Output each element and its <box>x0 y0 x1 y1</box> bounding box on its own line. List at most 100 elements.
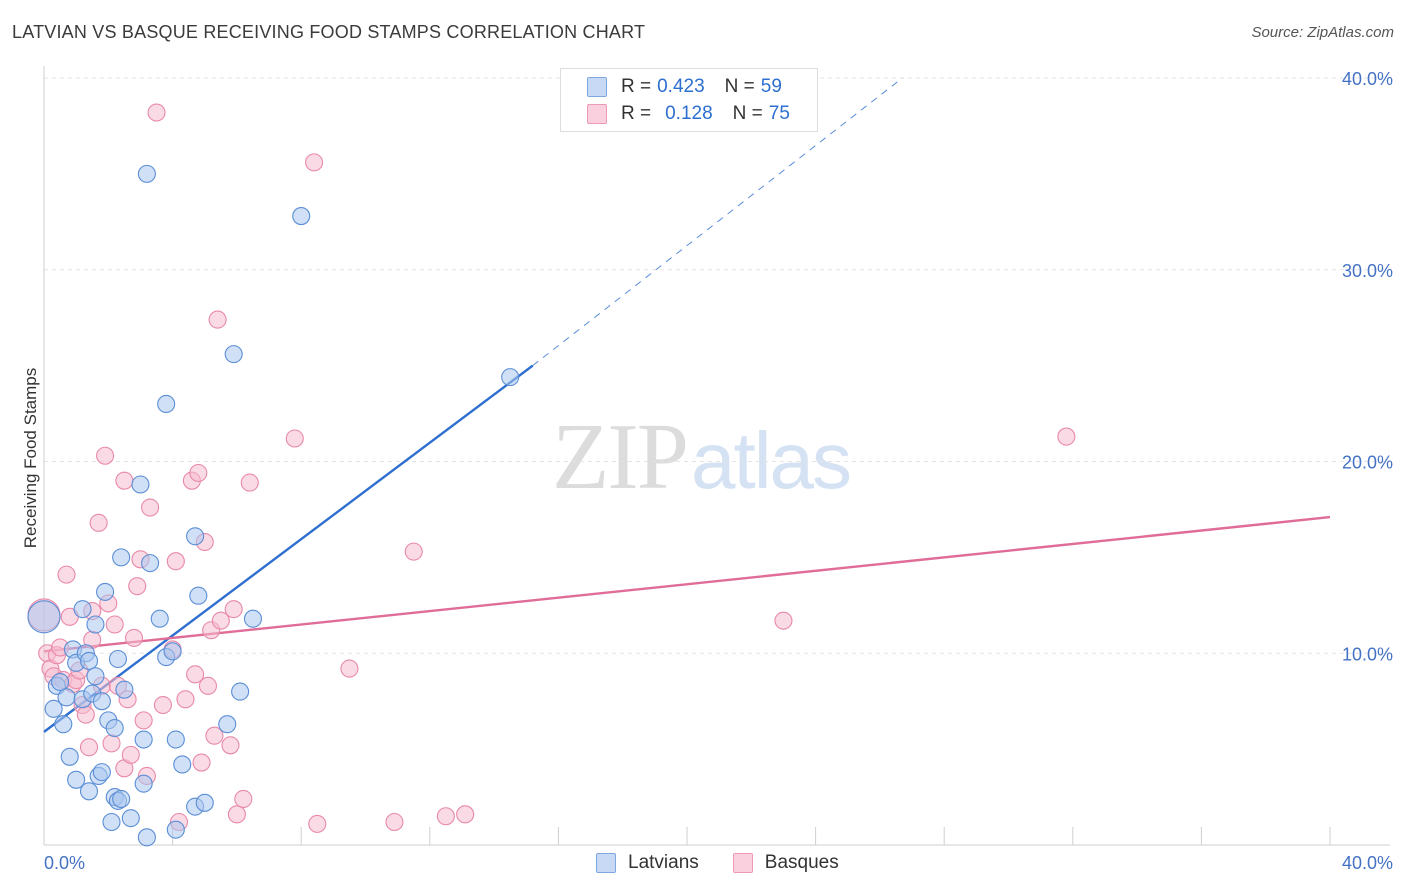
y-tick-label: 20.0% <box>1342 453 1393 473</box>
latvians-point <box>105 718 124 738</box>
latvians-point <box>134 774 153 793</box>
latvians-point <box>189 586 208 605</box>
basques-point <box>224 600 243 619</box>
axes <box>43 66 1390 846</box>
latvians-point <box>60 747 79 766</box>
basques-point <box>240 473 259 492</box>
basques-point <box>134 711 153 730</box>
series-legend-latvians[interactable]: Latvians <box>596 852 699 874</box>
basques-point <box>340 659 359 678</box>
points-latvians <box>27 164 520 847</box>
basques-point <box>211 611 230 630</box>
basques-point <box>285 429 304 448</box>
tick-labels: 10.0% 20.0% 30.0% 40.0% 0.0% 40.0% <box>44 69 1393 873</box>
latvians-point <box>67 770 86 789</box>
basques-point <box>124 628 144 647</box>
latvians-point <box>163 642 182 661</box>
basques-point <box>456 805 475 824</box>
basques-point <box>234 789 253 809</box>
series-legend-basques[interactable]: Basques <box>732 852 839 874</box>
latvians-point <box>501 368 520 387</box>
basques-point <box>147 103 166 122</box>
series-legend: Latvians Basques <box>596 852 873 874</box>
latvians-point <box>73 600 92 619</box>
basques-point <box>153 695 173 715</box>
basques-point <box>208 310 227 329</box>
basques-point <box>176 690 195 709</box>
latvians-point <box>173 755 192 774</box>
watermark-zip: ZIP <box>552 405 689 509</box>
latvians-trend-extension <box>532 77 903 367</box>
latvians-point <box>57 688 76 707</box>
latvians-point <box>96 582 115 601</box>
watermark: ZIPatlas <box>552 402 852 511</box>
basques-point <box>115 471 134 490</box>
latvians-point <box>51 672 70 692</box>
x-tick-label: 40.0% <box>1342 853 1393 873</box>
legend-r-value: 0.423 <box>657 76 705 97</box>
latvians-point <box>137 164 156 183</box>
basques-point <box>166 552 185 571</box>
basques-point <box>774 611 793 630</box>
basques-point <box>192 753 211 772</box>
latvians-point <box>92 692 111 711</box>
latvians-trend-line <box>43 364 534 733</box>
latvians-point <box>79 651 99 670</box>
basques-point <box>128 577 147 596</box>
y-tick-label: 40.0% <box>1342 69 1393 89</box>
latvians-point <box>86 615 105 634</box>
watermark-atlas: atlas <box>691 416 852 505</box>
basques-label: Basques <box>764 852 839 873</box>
basques-point <box>57 565 76 584</box>
latvians-point <box>137 828 156 847</box>
latvians-point <box>186 527 205 546</box>
basques-point <box>189 463 208 483</box>
latvians-point <box>112 789 131 809</box>
basques-point <box>198 676 218 695</box>
basques-point <box>89 513 108 532</box>
grid <box>44 77 1390 654</box>
legend-n-label: N = <box>732 103 763 124</box>
legend-swatch-latvians <box>587 77 607 97</box>
basques-point <box>76 705 95 724</box>
latvians-label: Latvians <box>628 852 699 873</box>
basques-point <box>105 615 124 634</box>
latvians-point <box>115 680 134 699</box>
latvians-point <box>231 682 250 701</box>
basques-point <box>404 542 423 561</box>
latvians-point <box>134 730 153 749</box>
basques-point <box>1057 427 1076 446</box>
y-axis-label: Receiving Food Stamps <box>21 368 40 548</box>
latvians-point <box>141 554 160 573</box>
latvians-point <box>54 715 73 734</box>
latvians-point <box>92 763 111 782</box>
basques-point <box>227 805 246 824</box>
legend: R = 0.423 N = 59 R = 0.128 N = 75 <box>560 68 818 132</box>
basques-point <box>141 498 160 517</box>
x-tick-label: 0.0% <box>44 853 85 873</box>
latvians-point <box>79 782 99 801</box>
legend-row-latvians: R = 0.423 N = 59 <box>587 75 782 99</box>
latvians-point <box>121 809 140 828</box>
latvians-point <box>44 699 63 718</box>
latvians-point <box>166 730 185 749</box>
points-basques <box>27 103 1076 833</box>
latvians-point <box>27 600 61 634</box>
latvians-point <box>157 394 176 414</box>
latvians-point <box>131 475 150 494</box>
basques-point <box>436 807 455 826</box>
latvians-point <box>166 820 185 839</box>
latvians-swatch <box>596 853 616 873</box>
latvians-point <box>243 609 263 628</box>
y-tick-label: 10.0% <box>1342 644 1393 664</box>
latvians-point <box>112 548 131 567</box>
y-tick-label: 30.0% <box>1342 261 1393 281</box>
basques-swatch <box>732 853 753 873</box>
trend-lines <box>43 77 1331 733</box>
latvians-point <box>224 345 243 364</box>
source-credit: Source: ZipAtlas.com <box>1251 24 1394 41</box>
latvians-point <box>218 715 237 734</box>
basques-point <box>205 726 224 745</box>
latvians-point <box>102 812 121 832</box>
basques-point <box>305 153 324 172</box>
